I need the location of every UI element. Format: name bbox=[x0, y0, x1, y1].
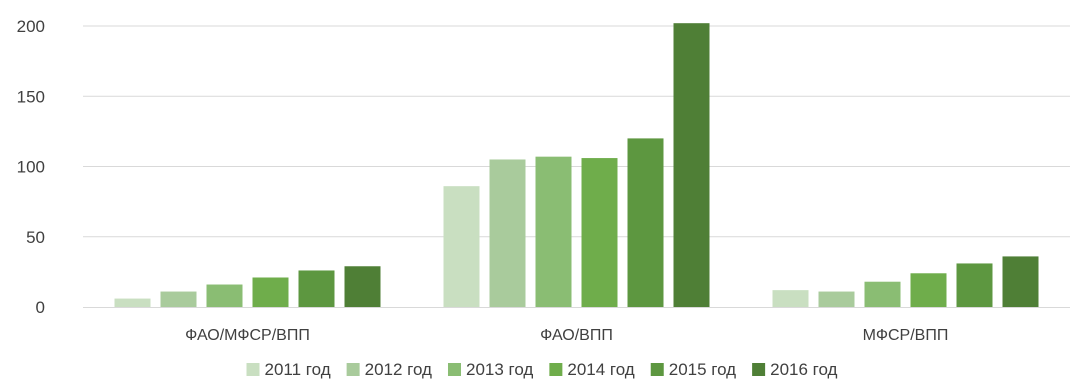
x-category-label: ФАО/ВПП bbox=[540, 327, 613, 344]
legend-item[interactable]: 2016 год bbox=[752, 360, 838, 379]
legend-item[interactable]: 2011 год bbox=[246, 360, 331, 379]
legend-label: 2013 год bbox=[466, 360, 533, 379]
bar-2-2 bbox=[489, 159, 526, 307]
legend-swatch bbox=[752, 363, 766, 376]
y-axis: 0 50 100 150 200 bbox=[17, 17, 45, 317]
bar-1-4 bbox=[252, 277, 289, 307]
legend-label: 2014 год bbox=[567, 360, 634, 379]
legend-item[interactable]: 2014 год bbox=[549, 360, 635, 379]
bar-2-3 bbox=[535, 156, 572, 307]
y-tick-label: 200 bbox=[17, 17, 45, 36]
bar-1-5 bbox=[298, 270, 335, 307]
legend-swatch bbox=[650, 363, 664, 376]
legend-label: 2011 год bbox=[265, 360, 331, 379]
legend-swatch bbox=[246, 363, 260, 376]
bar-2-1 bbox=[443, 186, 480, 307]
bar-2-6 bbox=[673, 23, 710, 307]
bar-1-6 bbox=[344, 266, 381, 307]
legend-label: 2012 год bbox=[365, 360, 432, 379]
legend-label: 2016 год bbox=[770, 360, 837, 379]
x-category-label: ФАО/МФСР/ВПП bbox=[185, 327, 310, 344]
y-tick-label: 150 bbox=[17, 87, 45, 106]
legend-swatch bbox=[447, 363, 461, 376]
bar-3-5 bbox=[956, 263, 993, 307]
y-tick-label: 0 bbox=[36, 298, 45, 317]
legend-item[interactable]: 2013 год bbox=[447, 360, 533, 379]
bar-2-5 bbox=[627, 138, 664, 307]
bars bbox=[114, 23, 1039, 307]
legend-item[interactable]: 2015 год bbox=[650, 360, 736, 379]
x-axis: ФАО/МФСР/ВПП ФАО/ВПП МФСР/ВПП bbox=[83, 307, 1070, 344]
legend-swatch bbox=[549, 363, 563, 376]
bar-1-1 bbox=[114, 298, 151, 307]
bar-3-2 bbox=[818, 291, 855, 307]
bar-3-3 bbox=[864, 281, 901, 307]
bar-3-1 bbox=[772, 290, 809, 307]
y-tick-label: 50 bbox=[26, 228, 45, 247]
bar-2-4 bbox=[581, 158, 618, 307]
bar-3-4 bbox=[910, 273, 947, 307]
gridlines bbox=[83, 25, 1070, 238]
y-tick-label: 100 bbox=[17, 158, 45, 177]
bar-3-6 bbox=[1002, 256, 1039, 307]
bar-1-3 bbox=[206, 284, 243, 307]
legend-swatch bbox=[346, 363, 360, 376]
bar-1-2 bbox=[160, 291, 197, 307]
legend-item[interactable]: 2012 год bbox=[346, 360, 432, 379]
x-category-label: МФСР/ВПП bbox=[863, 327, 949, 344]
legend-label: 2015 год bbox=[669, 360, 736, 379]
legend[interactable]: 2011 год 2012 год 2013 год 2014 год 2015 год… bbox=[246, 360, 838, 379]
